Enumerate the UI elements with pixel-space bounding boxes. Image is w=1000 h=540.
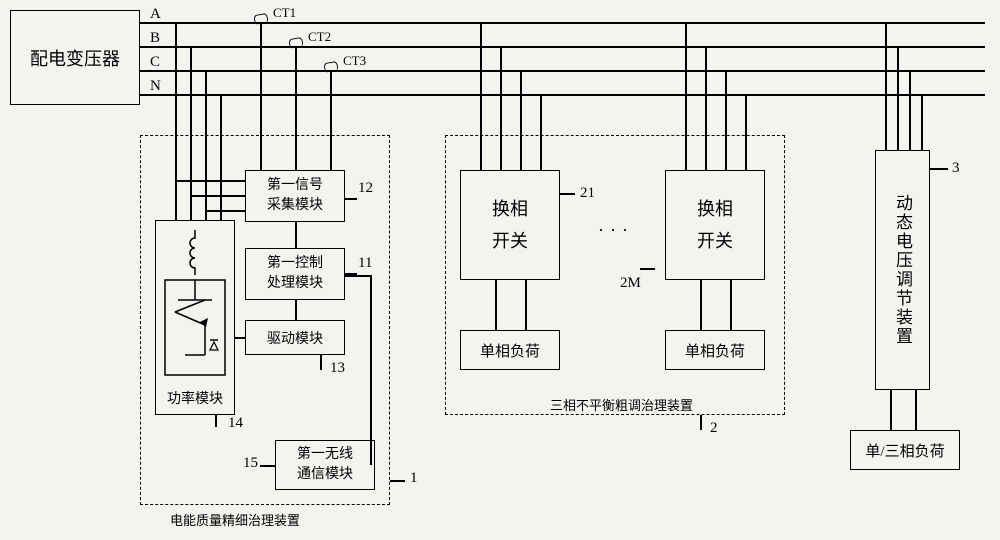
switch1: 换相 开关 (460, 170, 560, 280)
sw2-load-l2 (730, 280, 732, 330)
sw1-tap-b (500, 46, 502, 170)
n21: 21 (580, 185, 595, 202)
n2-line (700, 415, 702, 430)
drv-pwr-link (235, 337, 245, 339)
sw1-tap-n (540, 94, 542, 170)
wireless-label: 第一无线 通信模块 (297, 445, 353, 484)
load2-label: 单相负荷 (685, 340, 745, 361)
device2-title: 三相不平衡粗调治理装置 (550, 395, 693, 414)
sw2-tap-a (685, 22, 687, 170)
switch2-label: 换相 开关 (697, 193, 733, 258)
n3: 3 (952, 160, 960, 177)
n2: 2 (710, 420, 718, 437)
switch1-label: 换相 开关 (492, 193, 528, 258)
switch2: 换相 开关 (665, 170, 765, 280)
load3: 单/三相负荷 (850, 430, 960, 470)
sw2-load-l1 (700, 280, 702, 330)
n1: 1 (410, 470, 418, 487)
sw2-tap-b (705, 46, 707, 170)
d3-tap-b (897, 46, 899, 150)
d3-tap-n (921, 94, 923, 150)
sw2-tap-c (725, 70, 727, 170)
sw1-tap-a (480, 22, 482, 170)
n1-line (390, 480, 405, 482)
load2: 单相负荷 (665, 330, 765, 370)
n15-line (260, 465, 275, 467)
n2m: 2M (620, 275, 641, 292)
regulator-label: 动态电压调节装置 (890, 194, 915, 346)
d3-tap-a (885, 22, 887, 150)
n14-line (215, 415, 217, 427)
n3-line (930, 168, 948, 170)
sw1-tap-c (520, 70, 522, 170)
ctrl-wireless-h1 (345, 275, 370, 277)
n14: 14 (228, 415, 243, 432)
n21-line (560, 193, 575, 195)
d3-load-l2 (915, 390, 917, 430)
wireless-module: 第一无线 通信模块 (275, 440, 375, 490)
load1: 单相负荷 (460, 330, 560, 370)
d3-load-l1 (890, 390, 892, 430)
switch-dots: ··· (598, 220, 634, 241)
load3-label: 单/三相负荷 (865, 440, 944, 461)
regulator: 动态电压调节装置 (875, 150, 930, 390)
d3-tap-c (909, 70, 911, 150)
sw2-tap-n (745, 94, 747, 170)
sw1-load-l2 (525, 280, 527, 330)
n2m-line (640, 268, 655, 270)
ctrl-wireless-link (370, 275, 372, 465)
n15: 15 (243, 455, 258, 472)
load1-label: 单相负荷 (480, 340, 540, 361)
sw1-load-l1 (495, 280, 497, 330)
